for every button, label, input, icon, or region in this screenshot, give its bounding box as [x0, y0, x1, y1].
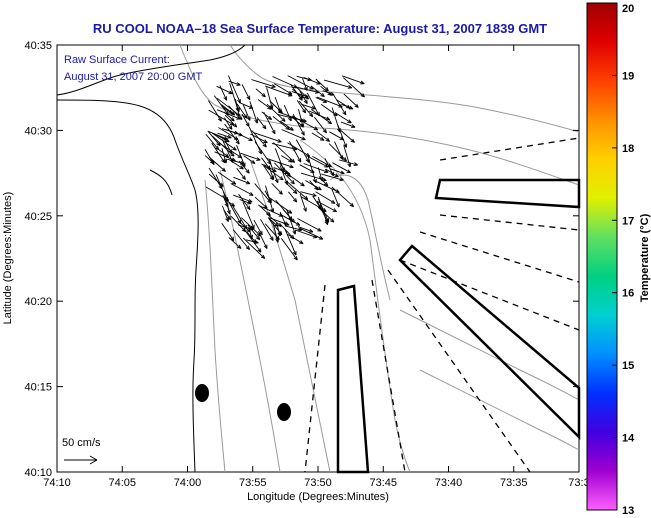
- scale-arrow: [64, 455, 98, 465]
- y-tick-label: 40:15: [24, 382, 52, 394]
- coastline: [56, 44, 246, 473]
- colorbar-tick-label: 18: [622, 143, 634, 155]
- y-axis-label: Latitude (Degrees:Minutes): [2, 192, 14, 325]
- bathymetry-contours: [179, 44, 580, 473]
- x-tick-label: 73:50: [304, 477, 332, 489]
- colorbar-tick-label: 14: [622, 433, 635, 445]
- figure-title: RU COOL NOAA–18 Sea Surface Temperature:…: [93, 21, 547, 36]
- x-axis-label: Longitude (Degrees:Minutes): [247, 491, 389, 503]
- x-tick-label: 73:3: [568, 477, 589, 489]
- colorbar-tick-label: 17: [622, 215, 634, 227]
- colorbar-tick-label: 16: [622, 288, 634, 300]
- colorbar-tick-label: 13: [622, 505, 634, 517]
- colorbar-tick-label: 19: [622, 70, 634, 82]
- colorbar-tick-label: 20: [622, 3, 634, 15]
- x-tick-label: 73:45: [369, 477, 397, 489]
- scale-label: 50 cm/s: [62, 437, 101, 449]
- y-tick-label: 40:35: [24, 40, 52, 52]
- x-tick-label: 73:35: [500, 477, 528, 489]
- colorbar: [586, 2, 618, 511]
- plot-frame: [56, 44, 580, 473]
- y-axis-ticks: 40:35 40:30 40:25 40:20 40:15 40:10: [24, 40, 579, 479]
- annotation-line2: August 31, 2007 20:00 GMT: [64, 71, 202, 83]
- annotation-line1: Raw Surface Current:: [64, 54, 170, 66]
- x-axis-ticks: 74:10 74:05 74:00 73:55 73:50 73:45 73:40 73:35…: [43, 45, 590, 489]
- colorbar-tick-label: 15: [622, 360, 634, 372]
- y-tick-label: 40:20: [24, 296, 52, 308]
- y-tick-label: 40:30: [24, 125, 52, 137]
- station-marker: [277, 403, 291, 421]
- y-tick-label: 40:25: [24, 211, 52, 223]
- colorbar-label: Temperature (°C): [639, 213, 651, 302]
- x-tick-label: 74:10: [43, 477, 71, 489]
- x-tick-label: 74:00: [174, 477, 202, 489]
- current-vectors: [204, 75, 365, 261]
- radial-dashed-lines: [304, 137, 580, 473]
- x-tick-label: 74:05: [108, 477, 136, 489]
- y-tick-label: 40:10: [24, 467, 52, 479]
- survey-polygons: [336, 178, 581, 474]
- colorbar-ticks: 20 19 18 17 16 15 14 13: [612, 2, 635, 517]
- x-tick-label: 73:55: [239, 477, 267, 489]
- station-marker: [195, 384, 209, 402]
- x-tick-label: 73:40: [435, 477, 463, 489]
